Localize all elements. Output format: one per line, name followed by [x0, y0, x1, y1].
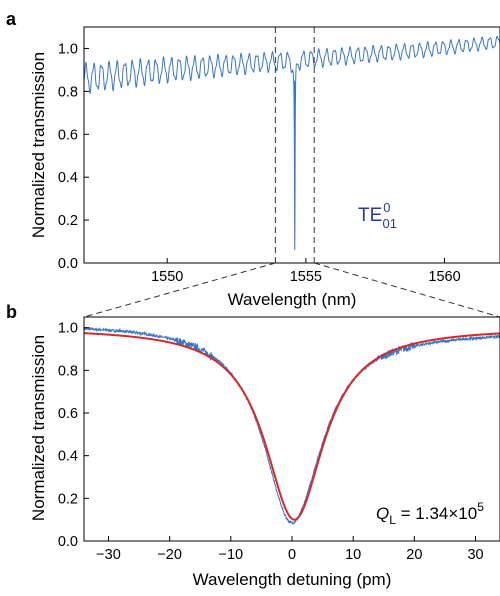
- panel-a-x-ticks: 1550 1555 1560: [151, 258, 461, 285]
- panel-a-y-tick-label: 0.8: [58, 84, 78, 100]
- panel-b-x-tick-label: −10: [219, 547, 244, 563]
- panel-b-x-tick-label: 10: [345, 547, 361, 563]
- panel-a-plot-area: [83, 27, 500, 263]
- panel-a-spectrum-line: [83, 35, 500, 251]
- panel-a-letter: a: [6, 9, 17, 29]
- panel-b-letter: b: [6, 302, 17, 322]
- panel-a-y-tick-label: 0.4: [58, 170, 78, 186]
- zoom-connector-left: [83, 262, 276, 318]
- panel-b-x-tick-label: 0: [288, 547, 296, 563]
- panel-b-x-tick-label: 30: [467, 547, 483, 563]
- panel-a-xlabel: Wavelength (nm): [228, 290, 357, 309]
- panel-a-ylabel: Normalized transmission: [29, 52, 48, 238]
- panel-a-x-tick-label: 1555: [290, 269, 322, 285]
- panel-b-y-tick-label: 0.6: [58, 406, 78, 422]
- panel-b-x-tick-label: −30: [96, 547, 121, 563]
- mode-label: TE0 01: [358, 200, 397, 231]
- panel-a-y-tick-label: 1.0: [58, 41, 78, 57]
- panel-b-x-tick-label: 20: [406, 547, 422, 563]
- panel-b-measured-line: [83, 326, 500, 526]
- panel-a-y-tick-label: 0.0: [58, 256, 78, 272]
- panel-b-ylabel: Normalized transmission: [29, 335, 48, 521]
- panel-b-y-ticks: 0.0 0.2 0.4 0.6 0.8 1.0: [58, 321, 89, 550]
- panel-b-xlabel: Wavelength detuning (pm): [193, 570, 392, 589]
- panel-a-y-ticks: 0.0 0.2 0.4 0.6 0.8 1.0: [58, 41, 89, 272]
- panel-b-plot-area: [83, 326, 500, 526]
- panel-b: 0.0 0.2 0.4 0.6 0.8 1.0 −30 −20 −10 0 10 20 30 Norm…: [29, 316, 500, 589]
- zoom-connector-right: [314, 262, 500, 318]
- panel-a-x-tick-label: 1560: [428, 269, 460, 285]
- panel-a-frame: [83, 26, 500, 264]
- panel-b-y-tick-label: 0.4: [58, 449, 78, 465]
- panel-b-y-tick-label: 0.2: [58, 491, 78, 507]
- panel-b-y-tick-label: 0.0: [58, 534, 78, 550]
- panel-a-y-tick-label: 0.2: [58, 213, 78, 229]
- panel-a: 0.0 0.2 0.4 0.6 0.8 1.0 1550 1555 1560 Normaliz…: [29, 26, 500, 309]
- panel-a-x-tick-label: 1550: [151, 269, 183, 285]
- panel-a-y-tick-label: 0.6: [58, 127, 78, 143]
- panel-b-x-tick-label: −20: [157, 547, 182, 563]
- panel-b-x-ticks: −30 −20 −10 0 10 20 30: [96, 536, 484, 563]
- panel-b-fit-line: [83, 332, 500, 521]
- panel-b-y-tick-label: 1.0: [58, 321, 78, 337]
- zoom-connector: [83, 262, 500, 318]
- q-factor-label: QL = 1.34×105: [376, 500, 484, 527]
- panel-b-y-tick-label: 0.8: [58, 363, 78, 379]
